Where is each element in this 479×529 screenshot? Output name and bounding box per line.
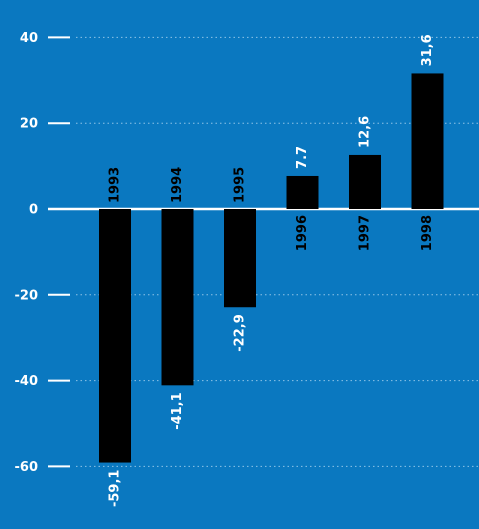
bars	[99, 73, 444, 463]
category-label: 1994	[170, 167, 185, 203]
category-label: 1995	[233, 167, 248, 203]
value-label: -22,9	[233, 314, 248, 351]
bar-1998	[411, 73, 444, 209]
value-label: 7.7	[295, 146, 310, 169]
category-label: 1997	[358, 215, 373, 251]
value-label: 12,6	[358, 116, 373, 148]
category-label: 1996	[295, 215, 310, 251]
y-tick-label: 40	[20, 31, 38, 46]
bar-1996	[286, 175, 319, 209]
y-tick-label: -20	[15, 288, 39, 303]
y-tick-label: -60	[15, 460, 39, 475]
y-tick-label: -40	[15, 374, 39, 389]
value-label: -59,1	[108, 470, 123, 507]
bar-1995	[224, 209, 256, 308]
value-label: 31,6	[420, 34, 435, 66]
category-label: 1993	[108, 167, 123, 203]
category-label: 1998	[420, 215, 435, 251]
y-tick-label: 0	[29, 203, 38, 218]
bar-1993	[99, 209, 131, 463]
y-tick-label: 20	[20, 117, 38, 132]
bar-1997	[349, 154, 381, 209]
bar-1994	[161, 209, 194, 386]
value-label: -41,1	[170, 392, 185, 429]
data-labels: 1993 -59,1 1994 -41,1 1995 -22,9 1996 7.7 1997 12…	[108, 34, 436, 507]
